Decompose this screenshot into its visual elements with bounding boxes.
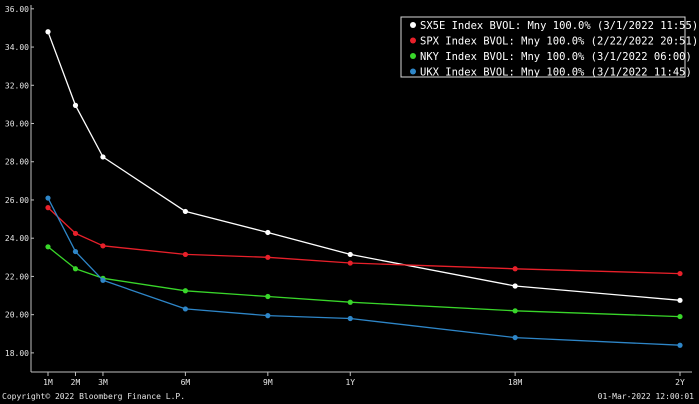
- data-point: [677, 313, 683, 320]
- legend-marker: [410, 68, 416, 75]
- legend-entry: SX5E Index BVOL: Mny 100.0% (3/1/2022 11…: [420, 20, 698, 32]
- y-tick-label: 18.00: [5, 349, 29, 358]
- series-ukx: [45, 195, 683, 348]
- data-point: [72, 230, 79, 237]
- x-tick-label: 1Y: [345, 378, 355, 387]
- series-nky: [45, 244, 683, 320]
- series-line: [47, 31, 681, 301]
- legend-marker: [410, 22, 416, 28]
- data-point: [72, 266, 79, 272]
- data-point: [72, 102, 79, 108]
- data-point: [347, 251, 353, 258]
- series-line: [47, 197, 681, 346]
- legend-entry: SPX Index BVOL: Mny 100.0% (2/22/2022 20…: [420, 36, 698, 48]
- data-point: [100, 154, 106, 160]
- data-point: [512, 266, 518, 272]
- data-point: [512, 283, 518, 289]
- data-point: [265, 313, 271, 319]
- data-point: [265, 254, 271, 260]
- legend-box: [400, 16, 686, 78]
- series-line: [47, 246, 681, 318]
- series-line: [47, 207, 681, 275]
- data-point: [677, 270, 683, 277]
- copyright-text: Copyright© 2022 Bloomberg Finance L.P.: [2, 392, 185, 401]
- timestamp-text: 01-Mar-2022 12:00:01: [598, 392, 695, 401]
- data-point: [182, 288, 188, 294]
- y-tick-label: 30.00: [5, 120, 29, 129]
- legend: SX5E Index BVOL: Mny 100.0% (3/1/2022 11…: [400, 16, 698, 79]
- data-point: [45, 29, 51, 35]
- data-point: [182, 251, 188, 258]
- data-point: [347, 315, 353, 322]
- data-point: [347, 260, 353, 266]
- y-tick-label: 32.00: [5, 81, 29, 90]
- legend-entry: UKX Index BVOL: Mny 100.0% (3/1/2022 11:…: [420, 67, 692, 79]
- y-tick-label: 26.00: [5, 196, 29, 205]
- y-tick-label: 36.00: [5, 5, 29, 14]
- legend-entry: NKY Index BVOL: Mny 100.0% (3/1/2022 06:…: [420, 51, 692, 63]
- data-point: [45, 244, 51, 250]
- legend-marker: [410, 37, 416, 44]
- y-tick-label: 28.00: [5, 158, 29, 167]
- x-tick-label: 18M: [508, 378, 523, 387]
- data-point: [182, 306, 188, 312]
- data-point: [100, 277, 106, 283]
- data-point: [265, 229, 271, 236]
- legend-marker: [410, 53, 416, 59]
- series-sx5e: [45, 29, 683, 303]
- data-point: [512, 308, 518, 314]
- data-point: [512, 334, 518, 341]
- data-point: [182, 208, 188, 215]
- y-axis: 36.00 34.00 32.00 30.00 28.00 26.00 24.00 22.00…: [5, 5, 34, 372]
- data-point: [677, 297, 683, 303]
- y-tick-label: 34.00: [5, 43, 29, 52]
- data-point: [347, 299, 353, 305]
- y-tick-label: 20.00: [5, 311, 29, 320]
- data-point: [265, 293, 271, 300]
- data-point: [45, 195, 51, 201]
- x-tick-label: 9M: [263, 378, 273, 387]
- x-tick-label: 6M: [181, 378, 191, 387]
- series-spx: [45, 205, 683, 277]
- data-point: [45, 205, 51, 211]
- series-layer: [45, 29, 683, 348]
- x-axis: 1M 2M 3M 6M 9M 1Y 18M 2Y: [31, 371, 692, 387]
- data-point: [677, 342, 683, 348]
- data-point: [100, 243, 106, 249]
- x-tick-label: 2M: [71, 378, 81, 387]
- x-tick-label: 2Y: [675, 378, 685, 387]
- y-tick-label: 24.00: [5, 234, 29, 243]
- y-tick-label: 22.00: [5, 272, 29, 281]
- data-point: [72, 248, 79, 255]
- x-tick-label: 3M: [98, 378, 108, 387]
- x-tick-label: 1M: [43, 378, 53, 387]
